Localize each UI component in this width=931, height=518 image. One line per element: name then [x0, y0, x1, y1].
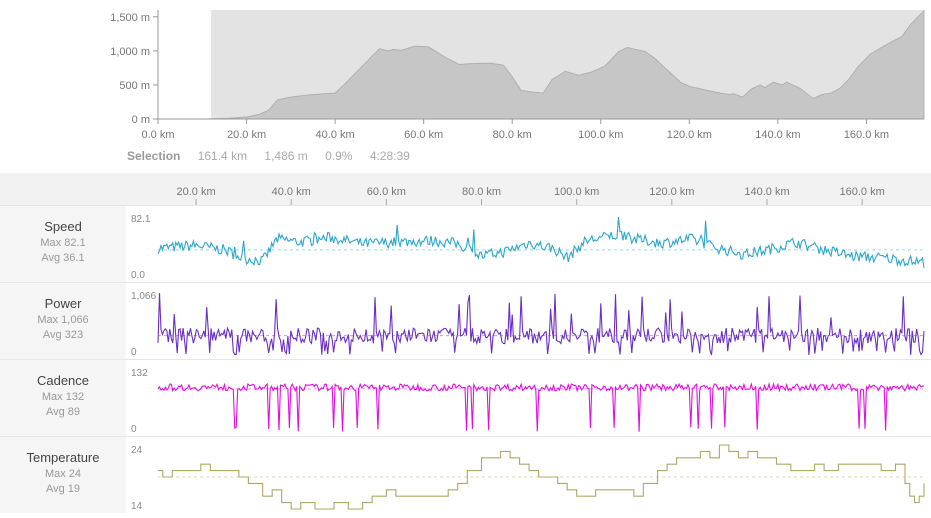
elevation-x-tick-label: 100.0 km [578, 129, 623, 141]
stream-avg: Avg 89 [45, 406, 81, 418]
stream-label-speed: Speed Max 82.1 Avg 36.1 [0, 206, 126, 282]
elevation-x-tick-label: 160.0 km [844, 129, 889, 141]
stream-row-power: Power Max 1,066 Avg 323 1,066 0 [0, 282, 931, 359]
stream-top-label: 24 [131, 445, 143, 456]
elevation-y-tick-label: 1,000 m [110, 46, 150, 58]
elevation-x-tick-label: 60.0 km [404, 129, 443, 141]
streams-tick-label: 140.0 km [744, 186, 789, 198]
elevation-x-tick-label: 120.0 km [667, 129, 712, 141]
selection-distance: 161.4 km [197, 149, 248, 163]
stream-line-speed [157, 216, 925, 268]
elevation-y-tick-label: 0 m [132, 114, 150, 126]
stream-bottom-label: 0.0 [131, 270, 145, 281]
stream-label-temperature: Temperature Max 24 Avg 19 [0, 437, 126, 513]
streams-distance-axis: 20.0 km 40.0 km 60.0 km 80.0 km 100.0 km 120.… [176, 186, 885, 205]
stream-chart-temperature[interactable]: 24 14 [127, 437, 931, 513]
streams-header [0, 173, 931, 205]
stream-avg: Avg 36.1 [41, 252, 85, 264]
streams-tick-label: 60.0 km [367, 186, 406, 198]
elevation-y-tick-label: 1,500 m [110, 12, 150, 24]
selection-label: Selection [127, 149, 181, 163]
streams-tick-label: 160.0 km [840, 186, 885, 198]
stream-top-label: 82.1 [131, 214, 151, 225]
stream-max: Max 24 [44, 468, 82, 480]
streams-tick-label: 40.0 km [272, 186, 311, 198]
stream-label-power: Power Max 1,066 Avg 323 [0, 283, 126, 359]
streams-tick-label: 20.0 km [176, 186, 215, 198]
stream-row-speed: Speed Max 82.1 Avg 36.1 82.1 0.0 [0, 205, 931, 282]
stream-bottom-label: 14 [131, 501, 143, 512]
stream-name: Speed [44, 219, 82, 234]
elevation-chart[interactable]: 1,500 m 1,000 m 500 m 0 m 0.0 km 20.0 km 40.0… [0, 0, 931, 148]
elevation-area [158, 9, 925, 120]
stream-row-cadence: Cadence Max 132 Avg 89 132 0 [0, 359, 931, 436]
selection-summary: Selection 161.4 km 1,486 m 0.9% 4:28:39 [127, 149, 424, 165]
stream-chart-power[interactable]: 1,066 0 [127, 283, 931, 359]
selection-time: 4:28:39 [369, 149, 410, 163]
stream-bottom-label: 0 [131, 347, 137, 358]
stream-name: Temperature [26, 450, 100, 465]
stream-top-label: 1,066 [131, 291, 156, 302]
stream-bottom-label: 0 [131, 424, 137, 435]
stream-row-temperature: Temperature Max 24 Avg 19 24 14 [0, 436, 931, 513]
streams-tick-label: 100.0 km [554, 186, 599, 198]
stream-top-label: 132 [131, 368, 148, 379]
selection-elevation-gain: 1,486 m [264, 149, 308, 163]
streams-tick-label: 120.0 km [649, 186, 694, 198]
stream-chart-speed[interactable]: 82.1 0.0 [127, 206, 931, 282]
elevation-x-tick-label: 140.0 km [755, 129, 800, 141]
stream-max: Max 1,066 [37, 314, 89, 326]
stream-avg: Avg 323 [42, 329, 84, 341]
selection-grade: 0.9% [325, 149, 353, 163]
stream-line-cadence [157, 381, 925, 432]
stream-label-cadence: Cadence Max 132 Avg 89 [0, 360, 126, 436]
stream-avg: Avg 19 [45, 483, 81, 495]
stream-chart-cadence[interactable]: 132 0 [127, 360, 931, 436]
stream-name: Cadence [36, 373, 90, 388]
stream-max: Max 82.1 [40, 237, 86, 249]
elevation-x-tick-label: 40.0 km [316, 129, 355, 141]
elevation-y-tick-label: 500 m [119, 80, 150, 92]
stream-max: Max 132 [41, 391, 85, 403]
elevation-x-tick-label: 80.0 km [493, 129, 532, 141]
stream-name: Power [44, 296, 82, 311]
elevation-x-tick-label: 0.0 km [141, 129, 174, 141]
elevation-x-tick-label: 20.0 km [227, 129, 266, 141]
stream-line-temperature [158, 444, 925, 510]
streams-tick-label: 80.0 km [462, 186, 501, 198]
stream-line-power [157, 293, 925, 356]
